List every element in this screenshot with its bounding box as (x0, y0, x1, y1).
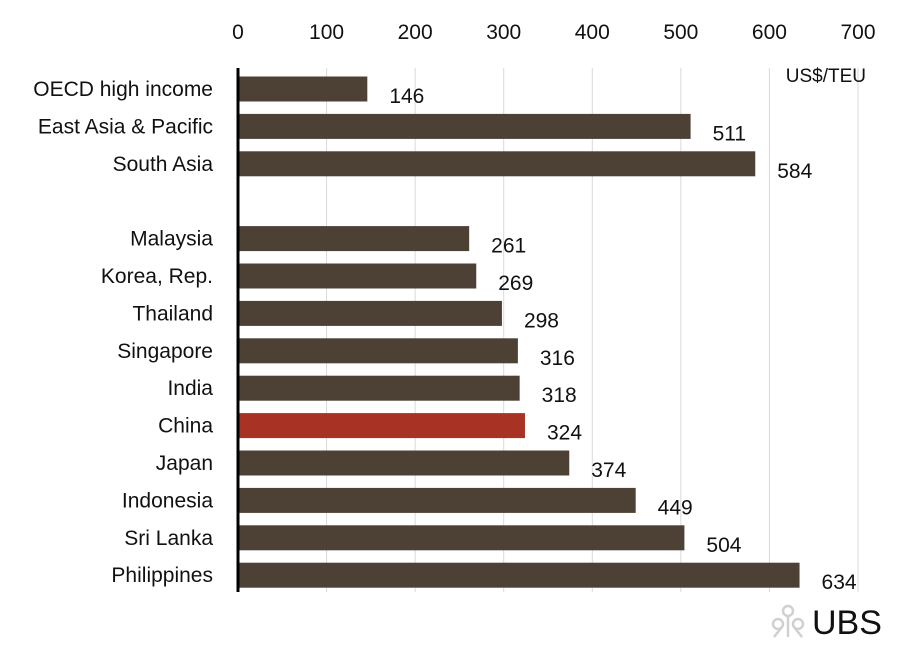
x-tick-label: 100 (309, 21, 344, 44)
x-tick-label: 300 (486, 21, 521, 44)
bar (238, 226, 470, 252)
category-label: India (167, 377, 213, 400)
x-tick-label: 500 (663, 21, 698, 44)
ubs-watermark-text: UBS (812, 604, 882, 642)
bar (238, 263, 477, 289)
bars (238, 76, 800, 588)
bar (238, 562, 800, 588)
bar (238, 413, 525, 439)
x-tick-label: 400 (575, 21, 610, 44)
bar (238, 300, 502, 326)
bar (238, 76, 368, 102)
bar (238, 450, 570, 476)
data-label: 316 (540, 347, 575, 370)
data-label: 269 (498, 272, 533, 295)
category-label: Thailand (132, 302, 213, 325)
x-tick-label: 600 (752, 21, 787, 44)
labels: 0 100 200 300 400 500 600 700 OECD high income 14… (33, 21, 875, 594)
x-tick-label: 200 (398, 21, 433, 44)
category-label: Korea, Rep. (101, 265, 213, 288)
category-label: East Asia & Pacific (38, 115, 213, 138)
ubs-keys-logo-icon (771, 604, 805, 638)
category-label: Indonesia (122, 489, 213, 512)
data-label: 298 (524, 309, 559, 332)
x-tick-label: 0 (232, 21, 244, 44)
bar (238, 375, 520, 401)
category-label: OECD high income (33, 78, 213, 101)
x-tick-label: 700 (840, 21, 875, 44)
data-label: 634 (822, 571, 857, 594)
data-label: 449 (658, 496, 693, 519)
data-label: 584 (777, 160, 812, 183)
ubs-watermark: UBS (771, 604, 882, 642)
category-label: Malaysia (130, 228, 213, 251)
data-label: 261 (491, 235, 526, 258)
category-label: Japan (156, 452, 213, 475)
category-label: Singapore (117, 340, 213, 363)
bar (238, 113, 691, 139)
data-label: 318 (542, 384, 577, 407)
category-label: China (158, 415, 213, 438)
data-label: 146 (389, 85, 424, 108)
grid-lines (326, 68, 859, 592)
data-label: 324 (547, 422, 582, 445)
data-label: 374 (591, 459, 626, 482)
data-label: 511 (713, 122, 746, 145)
bar (238, 338, 518, 364)
bar (238, 151, 756, 177)
bar (238, 525, 685, 551)
category-label: Sri Lanka (124, 527, 213, 550)
category-label: South Asia (113, 153, 214, 176)
unit-label: US$/TEU (786, 66, 866, 87)
category-label: Philippines (111, 564, 213, 587)
data-label: 504 (706, 534, 741, 557)
bar (238, 487, 636, 513)
